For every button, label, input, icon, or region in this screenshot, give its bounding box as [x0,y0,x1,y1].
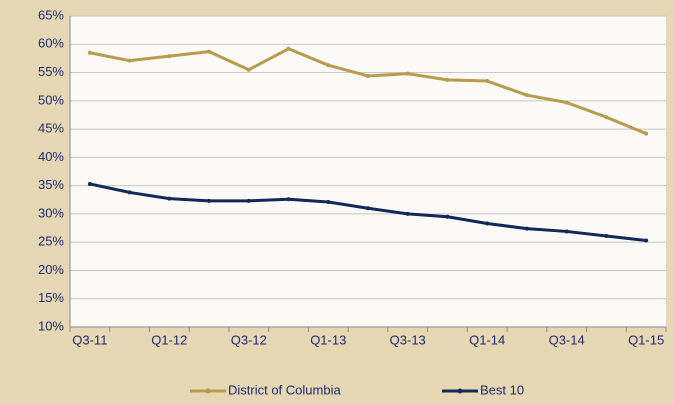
point [87,181,92,186]
point [167,54,172,59]
y-tick-label: 60% [38,36,64,51]
point [207,49,212,54]
point [246,198,251,203]
x-tick-label: Q3-14 [549,332,585,347]
point [564,229,569,234]
point [445,77,450,82]
point [366,206,370,211]
legend-marker [457,388,463,394]
point [127,190,132,195]
point [207,198,212,203]
x-tick-label: Q3-13 [390,332,426,347]
point [604,115,609,120]
x-tick-label: Q3-12 [231,332,267,347]
point [366,73,370,78]
y-tick-label: 45% [38,121,64,136]
y-tick-label: 55% [38,64,64,79]
legend-label: Best 10 [480,382,524,397]
y-tick-label: 10% [38,318,64,333]
x-tick-label: Q1-15 [628,332,664,347]
y-tick-label: 15% [38,290,64,305]
point [485,221,490,226]
point [485,79,490,84]
point [405,71,410,76]
x-tick-label: Q1-13 [310,332,346,347]
y-tick-label: 25% [38,234,64,249]
legend-marker [205,388,211,394]
x-tick-label: Q1-14 [469,332,505,347]
x-tick-label: Q3-11 [72,332,107,347]
point [326,63,331,68]
legend-label: District of Columbia [228,382,341,397]
point [604,233,609,238]
point [127,58,132,63]
plot-area [70,16,666,327]
y-tick-label: 50% [38,92,64,107]
x-tick-label: Q1-12 [151,332,187,347]
y-tick-label: 20% [38,262,64,277]
point [405,211,410,216]
point [564,100,569,105]
point [326,200,331,205]
y-tick-label: 35% [38,177,64,192]
point [644,131,649,136]
point [167,196,172,201]
point [524,93,529,98]
point [286,46,291,51]
y-tick-label: 30% [38,205,64,220]
point [524,226,529,231]
y-tick-label: 65% [38,7,64,22]
y-tick-label: 40% [38,149,64,164]
point [644,238,649,243]
point [87,50,92,55]
point [246,67,251,72]
point [286,197,291,202]
point [445,214,450,219]
